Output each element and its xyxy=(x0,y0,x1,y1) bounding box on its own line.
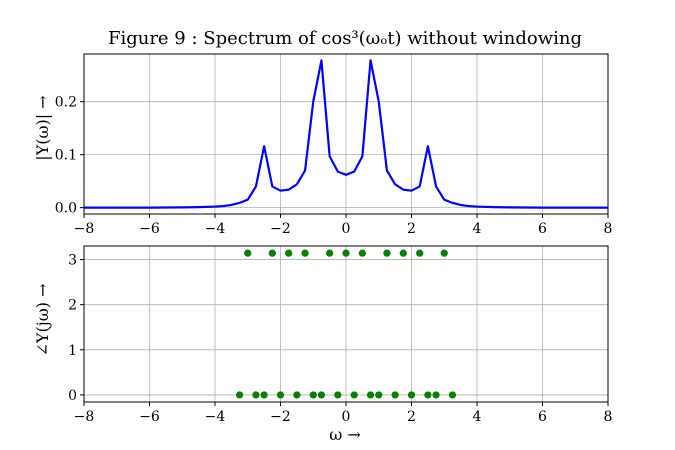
phase-y-axis-label: ∠Y(jω) → xyxy=(33,284,52,357)
x-tick-label: 6 xyxy=(538,221,547,237)
y-tick-label: 1 xyxy=(68,343,77,359)
phase-point xyxy=(268,249,276,257)
y-tick-label: 0.0 xyxy=(55,201,77,217)
phase-point xyxy=(301,249,309,257)
phase-point xyxy=(424,391,432,399)
y-tick-label: 0.1 xyxy=(55,148,77,164)
x-tick-label: −4 xyxy=(205,221,226,237)
x-tick-label: −2 xyxy=(270,409,291,425)
y-tick-label: 0 xyxy=(68,388,77,404)
phase-point xyxy=(407,391,416,399)
x-tick-label: −8 xyxy=(74,221,95,237)
x-tick-label: 4 xyxy=(473,409,482,425)
chart-title: Figure 9 : Spectrum of cos³(ωₒt) without… xyxy=(108,28,582,49)
phase-x-axis-label: ω → xyxy=(329,425,361,444)
phase-point xyxy=(358,249,366,257)
phase-point xyxy=(317,391,326,399)
phase-point xyxy=(276,391,285,399)
phase-point xyxy=(416,249,424,257)
x-tick-label: 2 xyxy=(407,409,416,425)
phase-point xyxy=(432,391,440,399)
phase-point xyxy=(448,391,457,399)
x-tick-label: −2 xyxy=(270,221,291,237)
x-tick-label: −6 xyxy=(139,221,160,237)
y-tick-label: 2 xyxy=(68,298,77,314)
phase-point xyxy=(350,391,358,399)
phase-point xyxy=(440,249,448,257)
phase-point xyxy=(375,391,383,399)
phase-point xyxy=(326,249,334,257)
x-tick-label: 8 xyxy=(604,221,613,237)
x-tick-label: 4 xyxy=(473,221,482,237)
phase-point xyxy=(399,249,407,257)
phase-point xyxy=(366,391,375,399)
magnitude-plot: −8 −6 −4 −2 0 2 4 6 8 0.0 0.1 0.2 xyxy=(55,53,613,237)
x-tick-label: 8 xyxy=(604,409,613,425)
x-tick-label: 0 xyxy=(342,221,351,237)
phase-point xyxy=(252,391,260,399)
phase-point xyxy=(309,391,317,399)
y-tick-label: 0.2 xyxy=(55,95,77,111)
x-tick-label: −8 xyxy=(74,409,95,425)
y-tick-label: 3 xyxy=(68,253,77,269)
phase-point xyxy=(285,249,293,257)
phase-point xyxy=(260,391,268,399)
x-tick-label: 0 xyxy=(342,409,351,425)
phase-point xyxy=(342,249,350,257)
x-tick-label: 6 xyxy=(538,409,547,425)
phase-point xyxy=(383,249,391,257)
phase-point xyxy=(391,391,399,399)
phase-plot: −8 −6 −4 −2 0 2 4 6 8 0 1 2 3 xyxy=(68,245,613,425)
magnitude-y-axis-label: |Y(ω)| → xyxy=(33,95,52,160)
phase-point xyxy=(293,391,301,399)
x-tick-label: 2 xyxy=(407,221,416,237)
magnitude-series-line xyxy=(84,59,608,209)
x-tick-label: −4 xyxy=(205,409,226,425)
phase-point xyxy=(244,249,252,257)
x-tick-label: −6 xyxy=(139,409,160,425)
phase-point xyxy=(235,391,244,399)
phase-point xyxy=(334,391,342,399)
